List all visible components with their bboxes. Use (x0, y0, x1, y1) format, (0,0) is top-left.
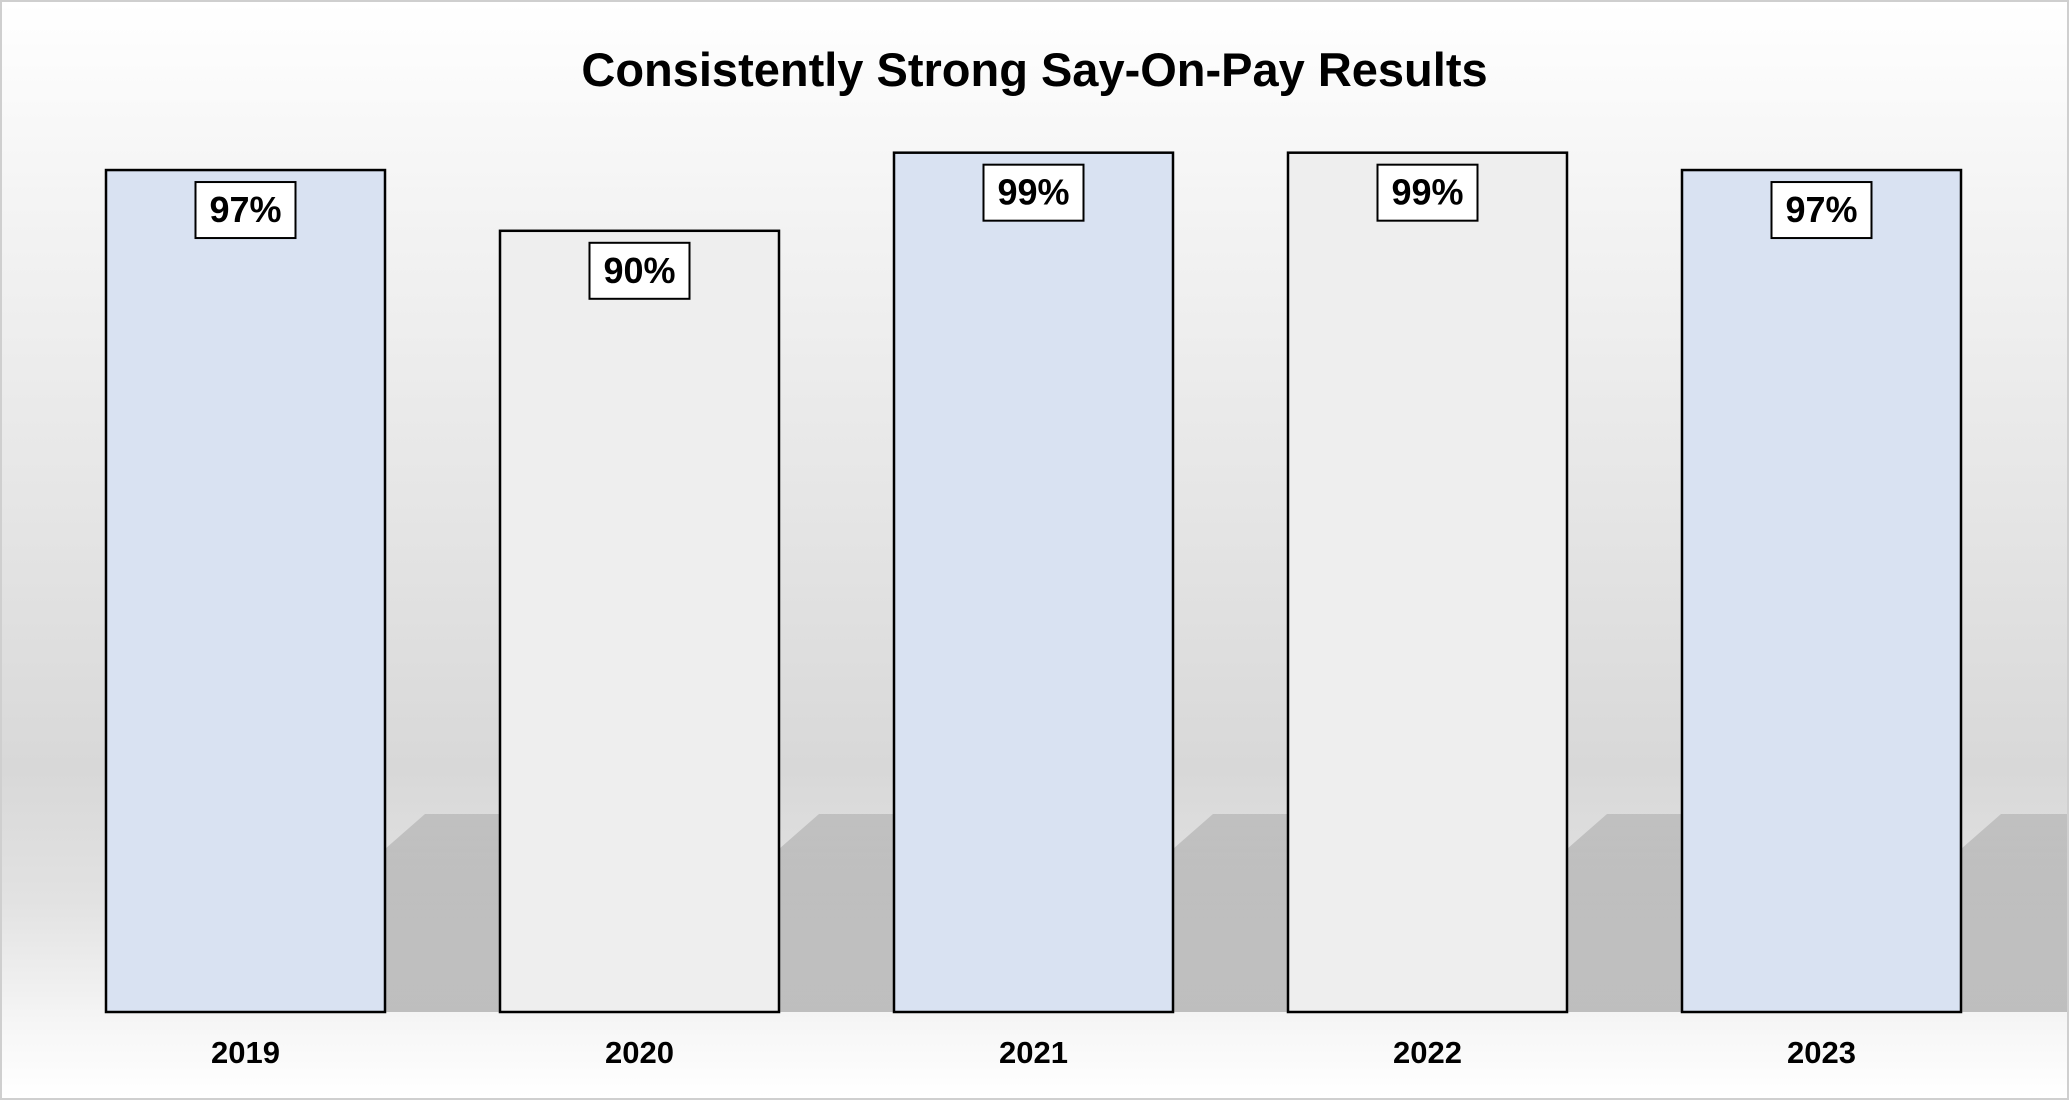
bar-2019 (104, 168, 387, 1014)
data-label-2023: 97% (1785, 189, 1857, 230)
data-label-2021: 99% (997, 172, 1069, 213)
data-label-2020: 90% (603, 250, 675, 291)
chart-title: Consistently Strong Say-On-Pay Results (581, 43, 1488, 96)
data-label-box-2023 (1770, 181, 1873, 240)
data-label-2019: 97% (209, 189, 281, 230)
data-label-2022: 99% (1391, 172, 1463, 213)
x-tick-label-2023: 2023 (1787, 1035, 1856, 1070)
bar-2023 (1680, 168, 1963, 1014)
x-tick-label-2021: 2021 (999, 1035, 1068, 1070)
bar-shadow (1173, 814, 1328, 1012)
x-tick-label-2020: 2020 (605, 1035, 674, 1070)
data-label-box-2020 (588, 241, 691, 300)
bar-shadow (779, 814, 934, 1012)
x-tick-label-2022: 2022 (1393, 1035, 1462, 1070)
x-tick-label-2019: 2019 (211, 1035, 280, 1070)
bar-2022 (1286, 151, 1569, 1014)
bar-shadow (1567, 814, 1722, 1012)
data-label-box-2022 (1376, 163, 1479, 222)
data-label-box-2021 (982, 163, 1085, 222)
data-label-box-2019 (194, 181, 297, 240)
bar-2021 (892, 151, 1175, 1014)
bar-shadow (385, 814, 540, 1012)
bar-shadow (1961, 814, 2067, 1012)
bar-2020 (498, 229, 781, 1014)
